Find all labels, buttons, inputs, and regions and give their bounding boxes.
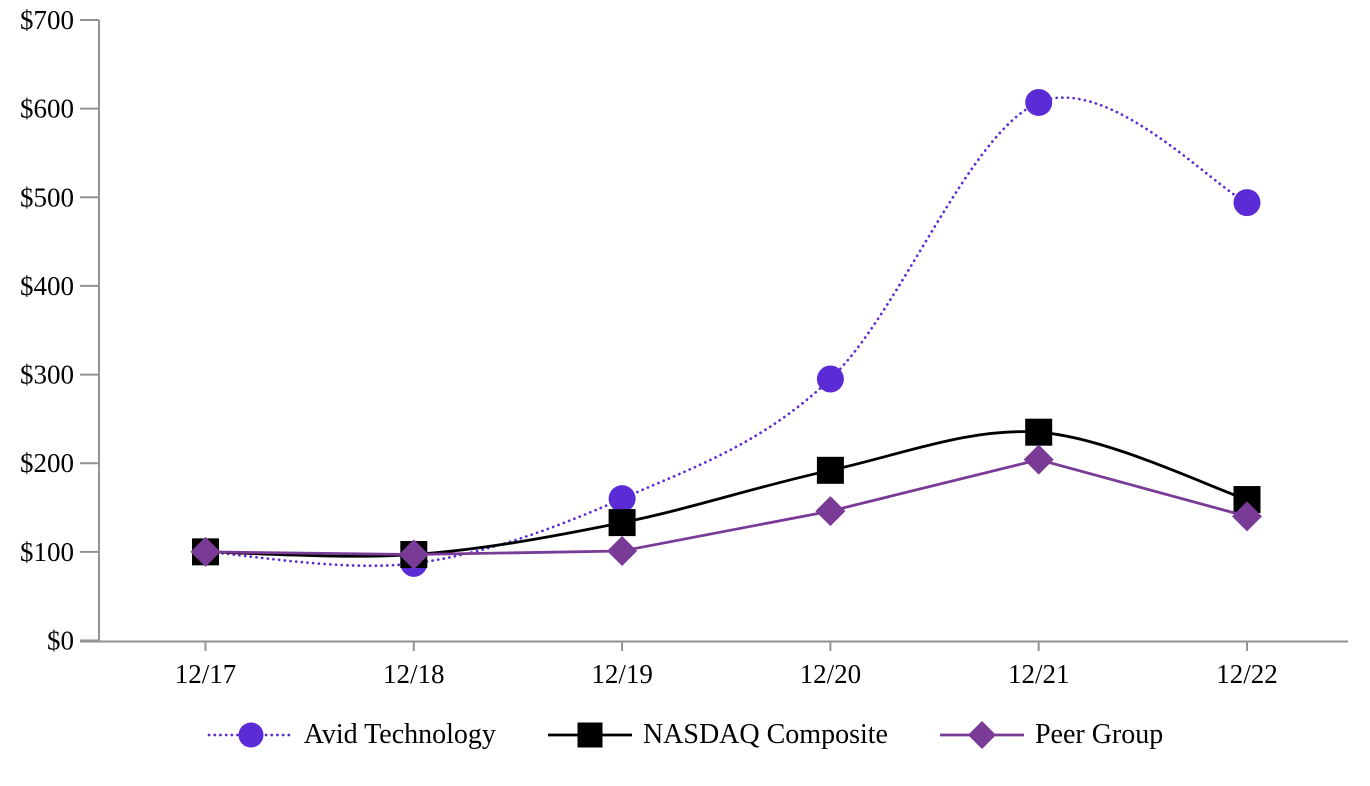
series-peer-group-marker-12-22 xyxy=(1232,501,1262,532)
series-peer-group-marker-12-18 xyxy=(398,539,429,570)
legend-marker-peer-group xyxy=(967,721,996,749)
legend-item-avid-technology: Avid Technology xyxy=(207,718,496,752)
series-avid-technology-marker-12-19 xyxy=(608,485,636,513)
y-axis-label-200: $200 xyxy=(20,448,74,478)
legend-marker-avid-technology xyxy=(238,722,264,748)
series-nasdaq-composite-marker-12-19 xyxy=(608,509,636,537)
x-axis-label-12-22: 12/22 xyxy=(1216,659,1278,689)
series-line-nasdaq-composite xyxy=(205,430,1248,558)
y-axis-label-0: $0 xyxy=(47,626,74,656)
y-axis-label-300: $300 xyxy=(20,360,74,390)
legend-item-nasdaq-composite: NASDAQ Composite xyxy=(546,718,888,752)
series-peer-group-marker-12-19 xyxy=(607,535,638,566)
x-axis-label-12-20: 12/20 xyxy=(800,659,862,689)
legend-label-nasdaq-composite: NASDAQ Composite xyxy=(642,719,888,750)
nasdaq-composite-line-square-icon xyxy=(546,718,634,752)
series-avid-technology-marker-12-20 xyxy=(816,365,844,393)
y-axis-label-600: $600 xyxy=(20,94,74,124)
series-nasdaq-composite-marker-12-20 xyxy=(816,456,844,484)
series-avid-technology-marker-12-22 xyxy=(1233,189,1261,217)
avid-technology-dotted-circle-icon xyxy=(207,718,295,752)
legend-label-peer-group: Peer Group xyxy=(1034,719,1164,750)
series-peer-group-marker-12-17 xyxy=(190,536,221,567)
legend-swatch-nasdaq-composite xyxy=(547,722,632,748)
legend-marker-nasdaq-composite xyxy=(577,722,603,748)
plot-area: $0 $100 $200 $300 $400 $500 $600 $700 12/17 12/18… xyxy=(20,5,1348,689)
legend-label-avid-technology: Avid Technology xyxy=(303,719,496,750)
series-peer-group-marker-12-20 xyxy=(815,496,846,527)
series-nasdaq-composite-marker-12-21 xyxy=(1025,418,1053,446)
y-axis-label-100: $100 xyxy=(20,537,74,567)
y-axis-label-700: $700 xyxy=(20,5,74,35)
x-axis-label-12-21: 12/21 xyxy=(1008,659,1070,689)
series-peer-group-marker-12-21 xyxy=(1023,444,1054,475)
y-axis-label-500: $500 xyxy=(20,182,74,212)
legend-swatch-avid-technology xyxy=(207,722,295,748)
legend-swatch-peer-group xyxy=(939,721,1024,749)
legend-item-peer-group: Peer Group xyxy=(938,718,1163,752)
peer-group-line-diamond-icon xyxy=(938,718,1026,752)
x-axis-label-12-19: 12/19 xyxy=(591,659,653,689)
y-axis-label-400: $400 xyxy=(20,271,74,301)
series-avid-technology-marker-12-21 xyxy=(1025,88,1053,116)
x-axis-label-12-18: 12/18 xyxy=(383,659,445,689)
series-line-peer-group xyxy=(205,458,1248,556)
legend: Avid Technology NASDAQ Composite Peer Gr… xyxy=(0,718,1370,752)
x-axis-label-12-17: 12/17 xyxy=(175,659,237,689)
